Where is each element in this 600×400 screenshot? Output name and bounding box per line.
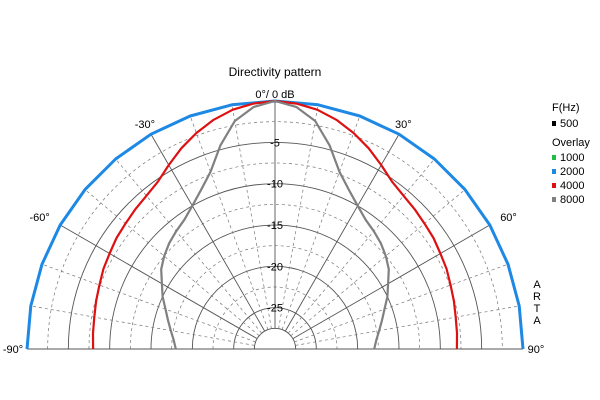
grid-radial [278,104,319,329]
series-8000-line [160,99,390,350]
angle-labels: -90° -60° -30° 30° 60° 90° [3,119,544,356]
angle-label: -30° [135,119,155,131]
db-label: -15 [267,220,283,232]
legend-swatch [552,155,556,160]
legend: F(Hz) 500 Overlay 1000 2000 4000 8000 [552,102,590,206]
grid-radial [41,263,256,343]
chart-title: Directivity pattern [229,65,322,79]
arta-letter: T [534,303,541,315]
angle-label: -60° [29,212,49,224]
grid-circle [88,162,462,350]
grid-radial [150,134,266,332]
grid-radial [30,305,255,346]
grid-radial [294,263,509,343]
legend-swatch [552,169,556,174]
grid-radial [281,115,361,330]
angle-label: -90° [3,344,23,356]
grid-radial [288,158,435,334]
grid-radial [284,134,400,332]
legend-item-label: 8000 [560,194,584,206]
db-label: -20 [267,261,283,273]
grid-radial [295,305,520,346]
angle-label: 60° [500,212,517,224]
legend-swatch [552,121,556,126]
legend-item-label: 2000 [560,166,584,178]
angle-label: 30° [395,119,412,131]
arta-letter: A [533,315,541,327]
arta-letter: A [533,279,541,291]
legend-swatch [552,183,556,188]
polar-grid [27,101,523,350]
angle-label: 90° [528,344,545,356]
grid-radial [231,104,272,329]
grid-radial [189,115,269,330]
legend-item-label: 4000 [560,180,584,192]
db-label: -10 [267,179,283,191]
grid-radial [60,224,258,340]
db-label: -25 [267,303,283,315]
series-group [25,99,525,350]
db-label: -5 [270,137,280,149]
grid-radial [292,224,490,340]
db-labels: -5 -10 -15 -20 -25 [267,137,283,314]
grid-circle [129,203,421,350]
legend-header: F(Hz) [552,102,580,114]
legend-item-label: 1000 [560,152,584,164]
arta-letter: R [533,291,541,303]
legend-overlay-header: Overlay [552,137,590,149]
top-label: 0°/ 0 dB [255,89,294,101]
grid-radial [115,158,262,334]
grid-radial [84,189,260,336]
legend-item-label: 500 [560,118,578,130]
grid-radial [290,189,466,336]
legend-swatch [552,197,556,202]
